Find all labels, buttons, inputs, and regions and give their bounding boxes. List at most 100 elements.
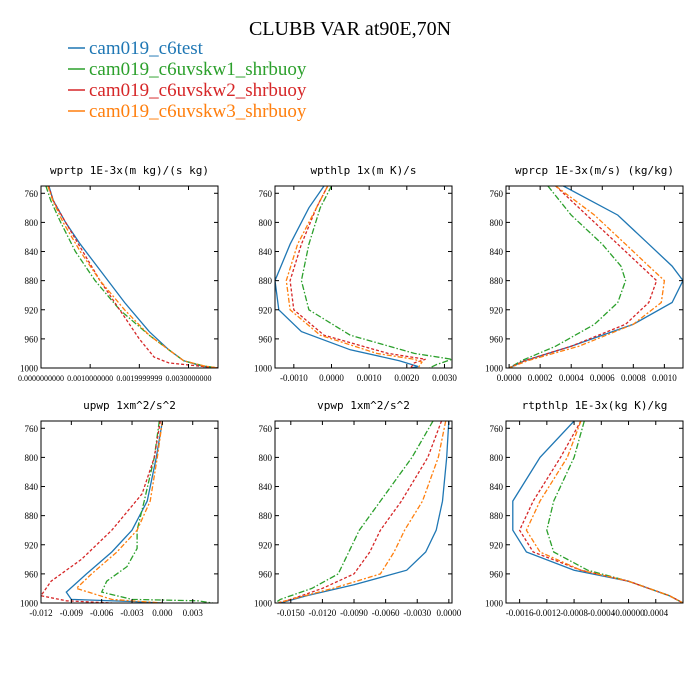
x-tick-label: 0.0000 xyxy=(319,373,344,383)
panel-title: wprtp 1E-3x(m kg)/(s kg) xyxy=(50,164,209,177)
y-tick-label: 960 xyxy=(25,334,39,344)
y-tick-label: 840 xyxy=(490,482,504,492)
y-tick-label: 800 xyxy=(490,453,504,463)
y-tick-label: 800 xyxy=(25,453,39,463)
y-tick-label: 920 xyxy=(25,305,39,315)
x-tick-label: 0.0000000000 xyxy=(18,374,64,383)
series-line xyxy=(47,186,218,368)
panel-3: wprcp 1E-3x(m/s) (kg/kg) 760 800 840 880 920 9… xyxy=(485,164,684,383)
x-tick-label: 0.003 xyxy=(183,608,204,618)
legend-label: cam019_c6uvskw3_shrbuoy xyxy=(89,101,307,122)
x-tick-label: -0.006 xyxy=(90,608,114,618)
x-tick-label: 0.0030 xyxy=(432,373,457,383)
panel-4: upwp 1xm^2/s^27608008408809209601000-0.0… xyxy=(20,399,219,618)
y-tick-label: 800 xyxy=(259,453,273,463)
y-tick-label: 920 xyxy=(259,305,273,315)
series-line xyxy=(508,186,666,368)
y-tick-label: 960 xyxy=(490,569,504,579)
series-line xyxy=(275,186,419,368)
panel-title: wprcp 1E-3x(m/s) (kg/kg) xyxy=(515,164,674,177)
y-tick-label: 760 xyxy=(259,424,273,434)
series-line xyxy=(512,421,683,603)
y-tick-label: 760 xyxy=(259,189,273,199)
panel-1: wprtp 1E-3x(m kg)/(s kg) 760 800 840 880 920 9… xyxy=(18,164,219,383)
x-tick-label: -0.012 xyxy=(29,608,52,618)
panel-title: vpwp 1xm^2/s^2 xyxy=(317,399,410,412)
x-tick-label: -0.0004 xyxy=(587,608,615,618)
series-line xyxy=(47,186,218,368)
x-tick-label: -0.0030 xyxy=(403,608,431,618)
panel-title: rtpthlp 1E-3x(kg K)/kg xyxy=(522,399,668,412)
x-tick-label: 0.0004 xyxy=(643,608,668,618)
x-tick-label: 0.0000 xyxy=(497,373,522,383)
y-tick-label: 1000 xyxy=(20,364,39,374)
x-tick-label: -0.003 xyxy=(120,608,144,618)
plot-frame xyxy=(505,420,684,604)
x-tick-label: -0.0120 xyxy=(309,608,337,618)
x-tick-label: -0.0090 xyxy=(340,608,368,618)
y-tick-label: 920 xyxy=(259,540,273,550)
y-tick-label: 1000 xyxy=(485,364,504,374)
x-tick-label: 0.0000 xyxy=(436,608,461,618)
series-line xyxy=(276,421,443,603)
x-tick-label: 0.0030000000 xyxy=(166,374,212,383)
y-tick-label: 880 xyxy=(490,276,504,286)
series-line xyxy=(278,421,447,603)
x-tick-label: 0.0002 xyxy=(528,373,553,383)
x-tick-label: -0.0012 xyxy=(533,608,561,618)
series-line xyxy=(280,421,450,603)
series-line xyxy=(48,186,218,368)
y-tick-label: 760 xyxy=(25,424,39,434)
panel-2: wpthlp 1x(m K)/s 760 800 840 880 920 960 1000 -0… xyxy=(254,164,457,383)
legend-label: cam019_c6uvskw1_shrbuoy xyxy=(89,59,307,80)
y-tick-label: 960 xyxy=(259,334,273,344)
series-line xyxy=(508,186,627,368)
y-tick-label: 840 xyxy=(25,247,39,257)
series-line xyxy=(100,421,213,603)
y-tick-label: 840 xyxy=(259,482,273,492)
series-line xyxy=(289,186,426,368)
y-tick-label: 760 xyxy=(490,424,504,434)
series-line xyxy=(285,186,423,368)
series-line xyxy=(75,421,164,603)
y-tick-label: 1000 xyxy=(254,599,273,609)
y-tick-label: 920 xyxy=(25,540,39,550)
series-line xyxy=(300,186,452,368)
y-tick-label: 920 xyxy=(490,540,504,550)
y-tick-label: 960 xyxy=(490,334,504,344)
y-tick-label: 800 xyxy=(25,218,39,228)
plot-frame xyxy=(40,420,219,604)
x-tick-label: 0.0010000000 xyxy=(67,374,113,383)
x-tick-label: -0.009 xyxy=(60,608,84,618)
legend-label: cam019_c6test xyxy=(89,38,204,59)
panel-title: upwp 1xm^2/s^2 xyxy=(83,399,176,412)
panel-6: rtpthlp 1E-3x(kg K)/kg 760 800 840 880 920 960… xyxy=(485,399,684,618)
x-tick-label: 0.0020 xyxy=(394,373,419,383)
y-tick-label: 840 xyxy=(259,247,273,257)
plot-frame xyxy=(274,185,453,369)
y-tick-label: 920 xyxy=(490,305,504,315)
plot-frame xyxy=(505,185,684,369)
y-tick-label: 880 xyxy=(259,511,273,521)
panel-5: vpwp 1xm^2/s^2 760 800 840 880 920 960 1000 -0.0… xyxy=(254,399,462,618)
x-tick-label: -0.0008 xyxy=(560,608,588,618)
y-tick-label: 800 xyxy=(490,218,504,228)
y-tick-label: 1000 xyxy=(485,599,504,609)
x-tick-label: -0.00000 xyxy=(612,608,645,618)
y-tick-label: 840 xyxy=(490,247,504,257)
series-line xyxy=(508,186,683,368)
x-tick-label: -0.0150 xyxy=(277,608,305,618)
x-tick-label: 0.0004 xyxy=(559,373,584,383)
y-tick-label: 760 xyxy=(490,189,504,199)
y-tick-label: 1000 xyxy=(254,364,273,374)
series-line xyxy=(546,421,683,603)
x-tick-label: 0.0006 xyxy=(590,373,615,383)
y-tick-label: 840 xyxy=(25,482,39,492)
series-line xyxy=(45,186,218,368)
x-tick-label: 0.0010 xyxy=(357,373,382,383)
y-tick-label: 960 xyxy=(25,569,39,579)
y-tick-label: 880 xyxy=(25,511,39,521)
y-tick-label: 880 xyxy=(259,276,273,286)
